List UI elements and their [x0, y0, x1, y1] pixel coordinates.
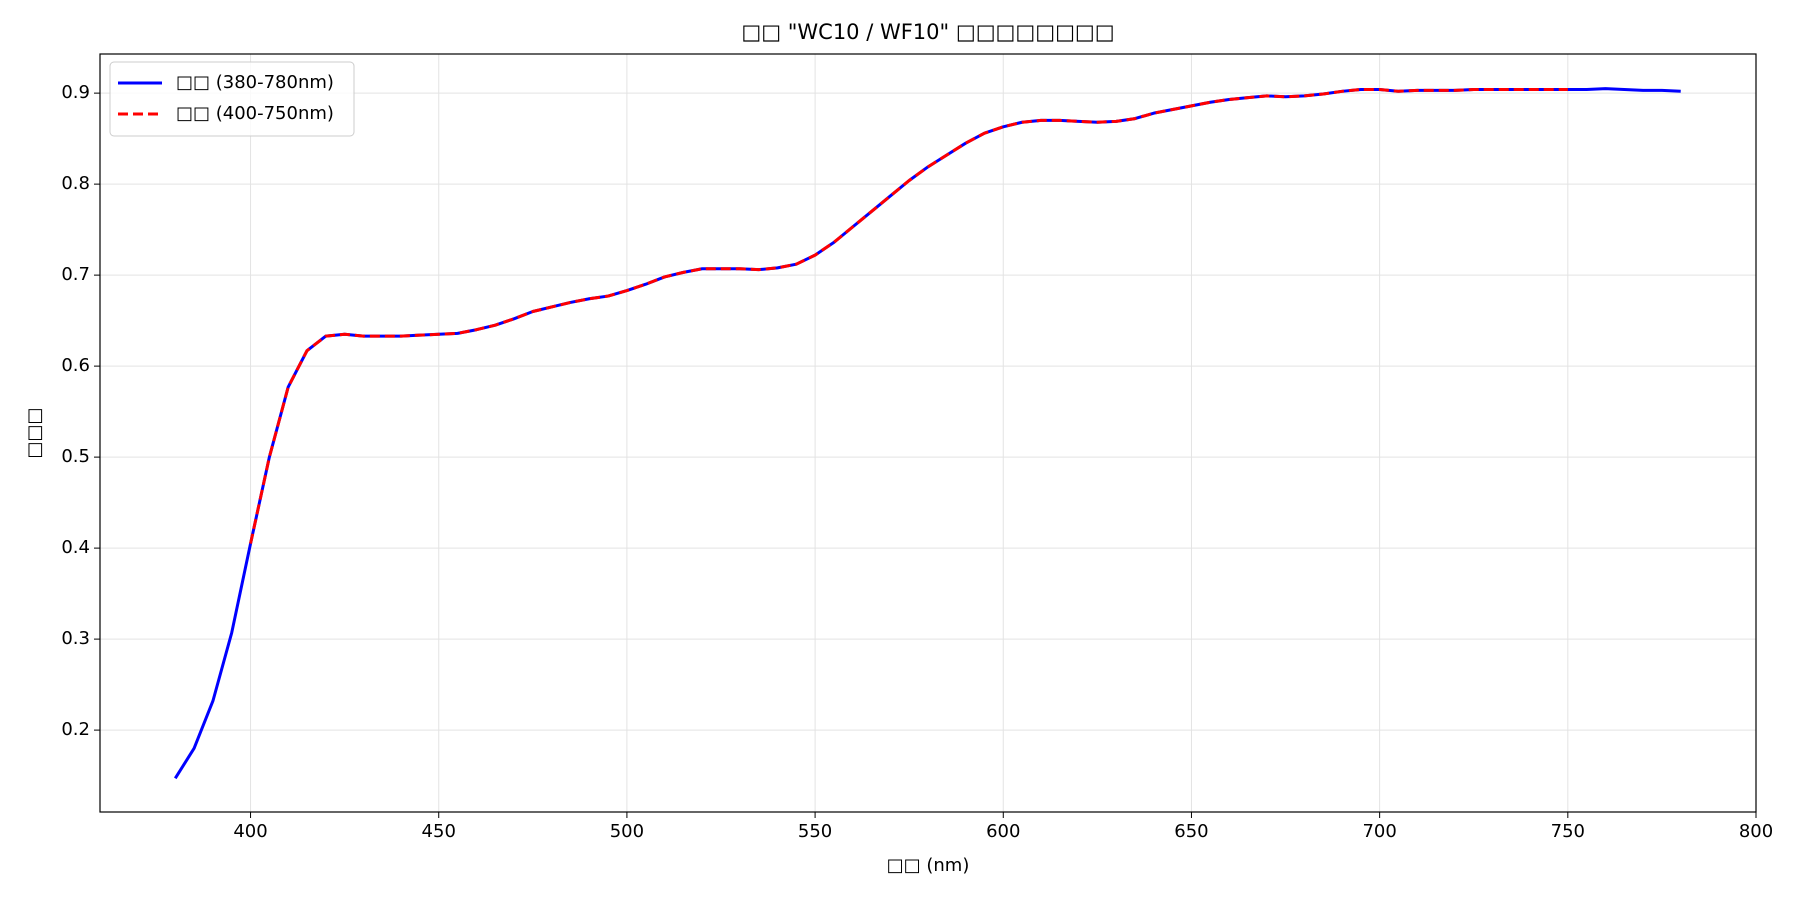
x-tick-label: 400	[233, 821, 267, 842]
y-tick-label: 0.9	[61, 82, 90, 103]
y-tick-label: 0.5	[61, 446, 90, 467]
x-tick-label: 450	[422, 821, 456, 842]
y-tick-label: 0.8	[61, 173, 90, 194]
x-tick-label: 750	[1551, 821, 1585, 842]
y-tick-label: 0.2	[61, 719, 90, 740]
x-tick-label: 700	[1362, 821, 1396, 842]
x-tick-label: 550	[798, 821, 832, 842]
y-tick-label: 0.3	[61, 628, 90, 649]
chart-title: □□ "WC10 / WF10" □□□□□□□□	[741, 20, 1114, 44]
y-tick-label: 0.6	[61, 355, 90, 376]
legend-label: □□ (400-750nm)	[176, 103, 334, 124]
legend-box	[109, 61, 355, 137]
x-tick-label: 650	[1174, 821, 1208, 842]
x-axis-label: □□ (nm)	[887, 855, 970, 876]
legend-label: □□ (380-780nm)	[176, 72, 334, 93]
data-line	[174, 87, 1681, 780]
data-line	[249, 87, 1568, 544]
x-tick-label: 600	[986, 821, 1020, 842]
x-tick-label: 500	[610, 821, 644, 842]
y-tick-label: 0.7	[61, 264, 90, 285]
y-tick-label: 0.4	[61, 537, 90, 558]
plot-frame	[99, 53, 1757, 813]
x-tick-label: 800	[1739, 821, 1773, 842]
y-axis-label: □□□	[24, 407, 45, 458]
